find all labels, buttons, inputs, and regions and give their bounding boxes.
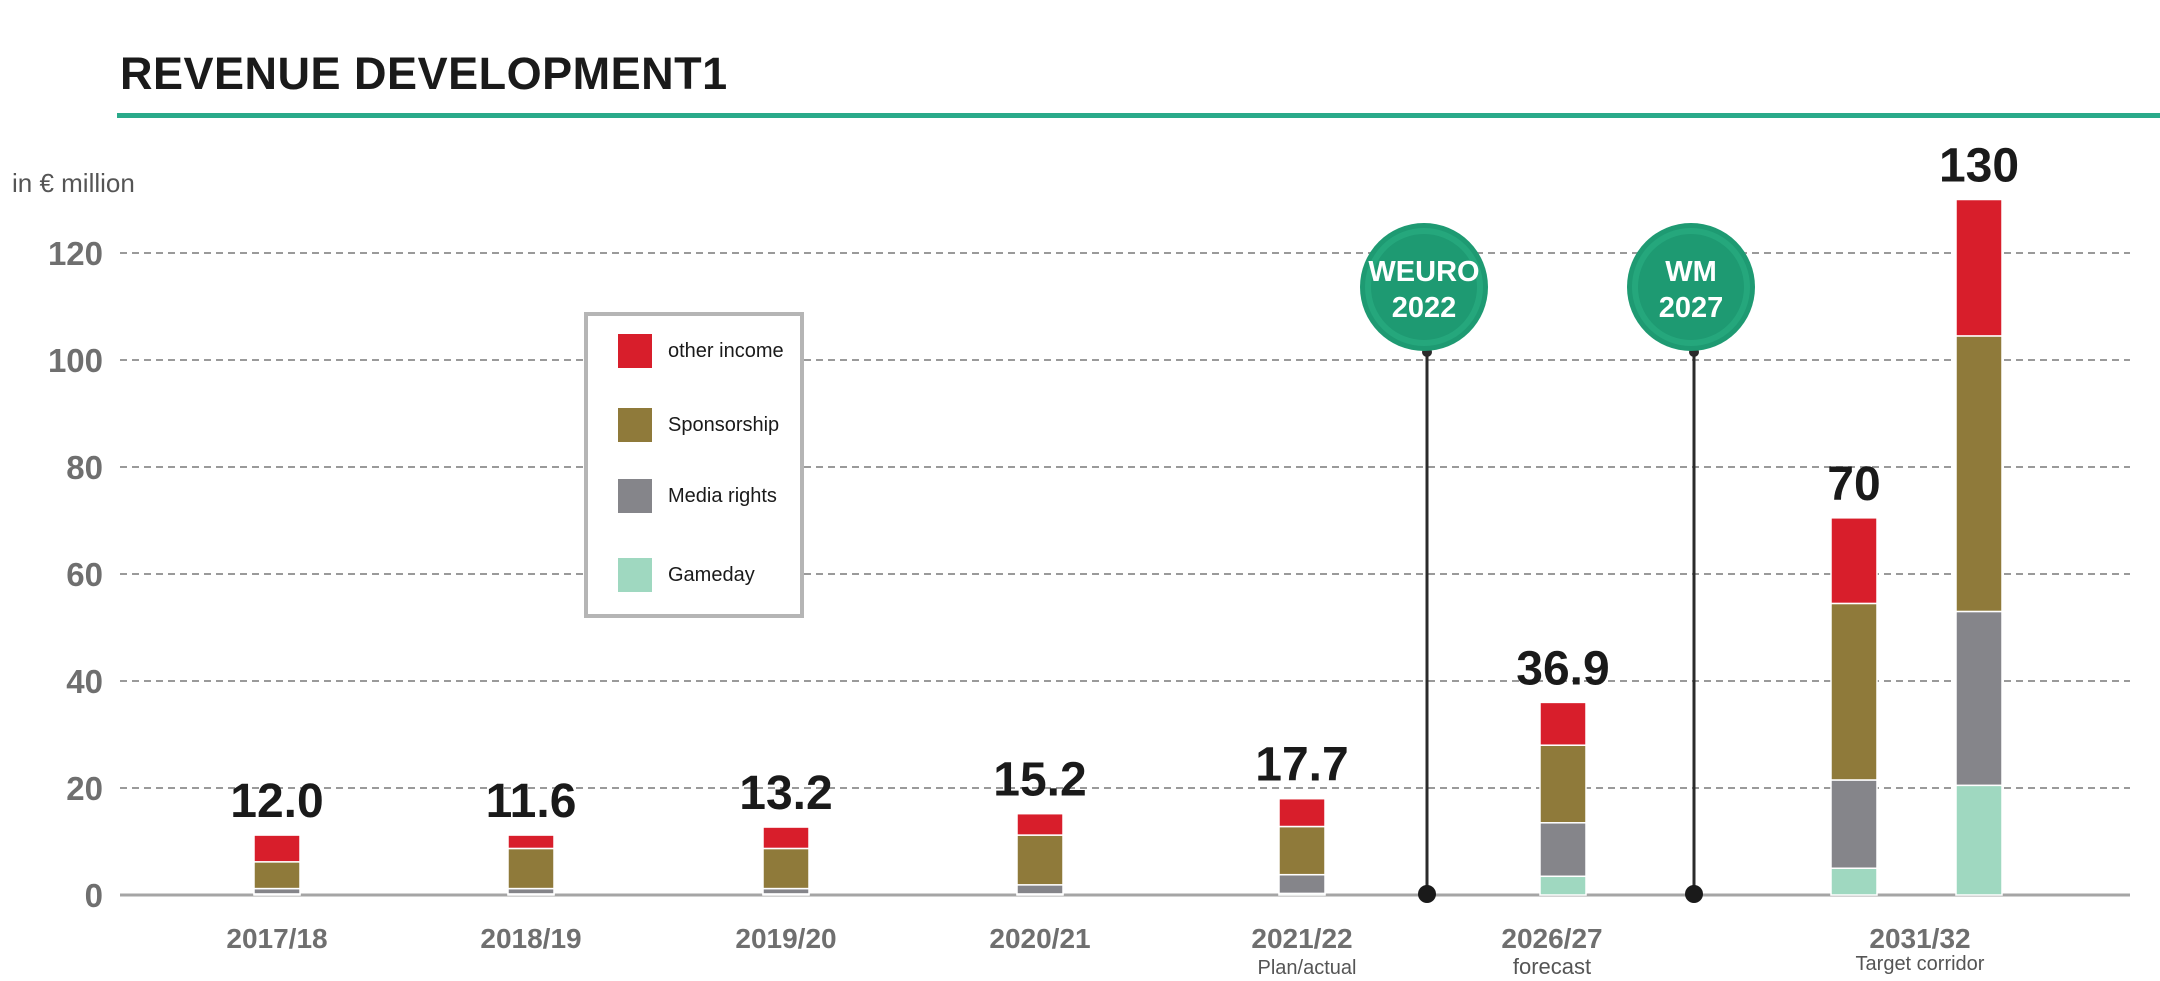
bar-0-sponsorship [253, 861, 301, 890]
bar-total-label: 15.2 [993, 754, 1086, 807]
y-tick-label-120: 120 [48, 235, 103, 272]
legend-swatch-other-income [618, 334, 652, 368]
x-tick-label: 2018/19 [480, 923, 581, 954]
bar-5-sponsorship [1539, 744, 1587, 824]
bar-6-sponsorship [1830, 602, 1878, 781]
event-badge-line1: WEURO [1368, 256, 1479, 288]
y-tick-label-100: 100 [48, 342, 103, 379]
x-tick-label: 2019/20 [735, 923, 836, 954]
bar-7-other-income [1955, 198, 2003, 337]
bar-1-other-income [507, 834, 555, 850]
bar-total-label: 17.7 [1255, 739, 1348, 792]
x-tick-label: 2017/18 [226, 923, 327, 954]
bar-total-label: 36.9 [1516, 642, 1609, 695]
x-tick-sublabel: Target corridor [1856, 953, 1985, 975]
x-tick-label: 2026/27 [1501, 923, 1602, 954]
legend-label-sponsorship: Sponsorship [668, 413, 780, 436]
legend-label-media-rights: Media rights [668, 484, 777, 507]
legend-item-media-rights: Media rights [618, 479, 777, 513]
bar-5-gameday [1539, 875, 1587, 896]
legend-item-other-income: other income [618, 334, 784, 368]
chart-legend: other income Sponsorship Media rights Ga… [584, 312, 804, 618]
y-tick-label-60: 60 [66, 556, 103, 593]
bar-7-gameday [1955, 784, 2003, 896]
legend-item-gameday: Gameday [618, 558, 755, 592]
bar-total-label: 12.0 [230, 775, 323, 828]
event-badge [1360, 223, 1488, 351]
bar-total-label: 130 [1939, 140, 2019, 193]
bar-7-sponsorship [1955, 335, 2003, 613]
y-axis-unit-label: in € million [12, 168, 135, 198]
bar-total-label: 11.6 [486, 775, 577, 828]
marker-base-dot [1685, 885, 1703, 903]
y-tick-label-20: 20 [66, 770, 103, 807]
bar-3-other-income [1016, 812, 1064, 836]
y-tick-label-0: 0 [85, 877, 103, 914]
legend-swatch-media-rights [618, 479, 652, 513]
marker-base-dot [1418, 885, 1436, 903]
bar-1-sponsorship [507, 847, 555, 890]
legend-label-gameday: Gameday [668, 563, 755, 586]
bar-2-media-rights [762, 887, 810, 895]
legend-item-sponsorship: Sponsorship [618, 408, 779, 442]
y-tick-label-80: 80 [66, 449, 103, 486]
event-badge-line2: 2027 [1659, 292, 1724, 324]
event-badge-ring [1365, 228, 1483, 346]
legend-swatch-gameday [618, 558, 652, 592]
x-tick-label: 2021/22 [1251, 923, 1352, 954]
legend-swatch-sponsorship [618, 408, 652, 442]
bar-total-label: 13.2 [739, 767, 832, 820]
legend-label-other-income: other income [668, 339, 784, 362]
bar-0-media-rights [253, 887, 301, 895]
bar-2-other-income [762, 826, 810, 850]
x-tick-sublabel: Plan/actual [1258, 957, 1357, 979]
bar-total-label: 70 [1827, 458, 1880, 511]
bar-3-media-rights [1016, 884, 1064, 895]
bar-0-other-income [253, 834, 301, 863]
bar-3-sponsorship [1016, 834, 1064, 886]
bar-4-other-income [1278, 797, 1326, 828]
event-badge [1627, 223, 1755, 351]
chart-title: REVENUE DEVELOPMENT1 [120, 48, 728, 99]
event-badge-line1: WM [1665, 256, 1717, 288]
event-badge-line2: 2022 [1392, 292, 1457, 324]
bar-6-media-rights [1830, 779, 1878, 869]
x-tick-sublabel: forecast [1513, 954, 1591, 979]
bar-1-media-rights [507, 887, 555, 895]
bar-6-other-income [1830, 517, 1878, 605]
bar-4-media-rights [1278, 873, 1326, 895]
bar-5-media-rights [1539, 822, 1587, 878]
y-tick-label-40: 40 [66, 663, 103, 700]
bar-5-other-income [1539, 701, 1587, 746]
bar-2-sponsorship [762, 847, 810, 890]
title-underline [117, 113, 2160, 118]
event-badge-ring [1632, 228, 1750, 346]
bar-4-sponsorship [1278, 825, 1326, 876]
bar-6-gameday [1830, 867, 1878, 896]
x-tick-label: 2020/21 [989, 923, 1090, 954]
x-tick-label: 2031/32 [1869, 923, 1970, 954]
bar-7-media-rights [1955, 610, 2003, 787]
